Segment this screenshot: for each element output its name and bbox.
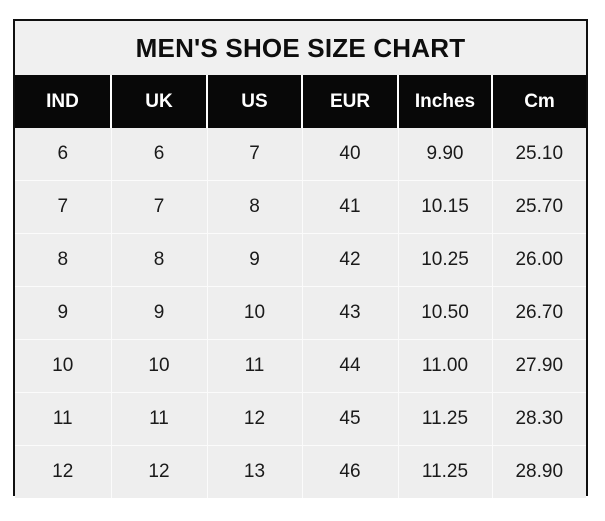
column-header-eur: EUR xyxy=(302,75,399,128)
cell-us: 13 xyxy=(207,445,303,498)
table-row: 6 6 7 40 9.90 25.10 xyxy=(15,128,586,181)
table-row: 7 7 8 41 10.15 25.70 xyxy=(15,180,586,234)
cell-inches: 10.50 xyxy=(398,286,493,340)
cell-inches: 11.25 xyxy=(398,445,493,498)
cell-cm: 28.30 xyxy=(492,392,586,446)
chart-title-band: MEN'S SHOE SIZE CHART xyxy=(15,21,586,75)
header-row: IND UK US EUR Inches Cm xyxy=(15,75,586,128)
cell-uk: 12 xyxy=(111,445,208,498)
cell-inches: 10.15 xyxy=(398,180,493,234)
cell-eur: 44 xyxy=(302,339,399,393)
cell-inches: 11.00 xyxy=(398,339,493,393)
table-body: 6 6 7 40 9.90 25.10 7 7 8 41 10.15 25.70… xyxy=(15,128,586,498)
column-header-uk: UK xyxy=(111,75,208,128)
cell-eur: 40 xyxy=(302,128,399,181)
cell-us: 8 xyxy=(207,180,303,234)
cell-cm: 26.70 xyxy=(492,286,586,340)
cell-us: 12 xyxy=(207,392,303,446)
cell-ind: 11 xyxy=(15,392,112,446)
cell-ind: 6 xyxy=(15,128,112,181)
cell-eur: 41 xyxy=(302,180,399,234)
cell-uk: 10 xyxy=(111,339,208,393)
cell-ind: 7 xyxy=(15,180,112,234)
cell-us: 11 xyxy=(207,339,303,393)
cell-eur: 43 xyxy=(302,286,399,340)
cell-cm: 26.00 xyxy=(492,233,586,287)
size-chart-table: IND UK US EUR Inches Cm 6 6 7 40 9.90 25… xyxy=(15,75,586,498)
cell-cm: 25.70 xyxy=(492,180,586,234)
cell-eur: 45 xyxy=(302,392,399,446)
column-header-ind: IND xyxy=(15,75,112,128)
table-row: 9 9 10 43 10.50 26.70 xyxy=(15,286,586,340)
cell-us: 10 xyxy=(207,286,303,340)
cell-uk: 9 xyxy=(111,286,208,340)
size-chart-frame: MEN'S SHOE SIZE CHART IND UK US EUR Inch… xyxy=(13,19,588,498)
cell-us: 7 xyxy=(207,128,303,181)
cell-uk: 6 xyxy=(111,128,208,181)
cell-cm: 28.90 xyxy=(492,445,586,498)
cell-cm: 27.90 xyxy=(492,339,586,393)
table-header: IND UK US EUR Inches Cm xyxy=(15,75,586,128)
table-row: 12 12 13 46 11.25 28.90 xyxy=(15,445,586,498)
cell-ind: 12 xyxy=(15,445,112,498)
page-title: MEN'S SHOE SIZE CHART xyxy=(135,32,466,63)
cell-inches: 9.90 xyxy=(398,128,493,181)
table-row: 8 8 9 42 10.25 26.00 xyxy=(15,233,586,287)
table-row: 10 10 11 44 11.00 27.90 xyxy=(15,339,586,393)
cell-ind: 10 xyxy=(15,339,112,393)
cell-ind: 8 xyxy=(15,233,112,287)
cell-uk: 11 xyxy=(111,392,208,446)
cell-us: 9 xyxy=(207,233,303,287)
cell-ind: 9 xyxy=(15,286,112,340)
cell-uk: 7 xyxy=(111,180,208,234)
table-row: 11 11 12 45 11.25 28.30 xyxy=(15,392,586,446)
column-header-inches: Inches xyxy=(398,75,493,128)
cell-cm: 25.10 xyxy=(492,128,586,181)
cell-uk: 8 xyxy=(111,233,208,287)
column-header-cm: Cm xyxy=(492,75,586,128)
cell-inches: 10.25 xyxy=(398,233,493,287)
cell-eur: 42 xyxy=(302,233,399,287)
column-header-us: US xyxy=(207,75,303,128)
cell-eur: 46 xyxy=(302,445,399,498)
cell-inches: 11.25 xyxy=(398,392,493,446)
